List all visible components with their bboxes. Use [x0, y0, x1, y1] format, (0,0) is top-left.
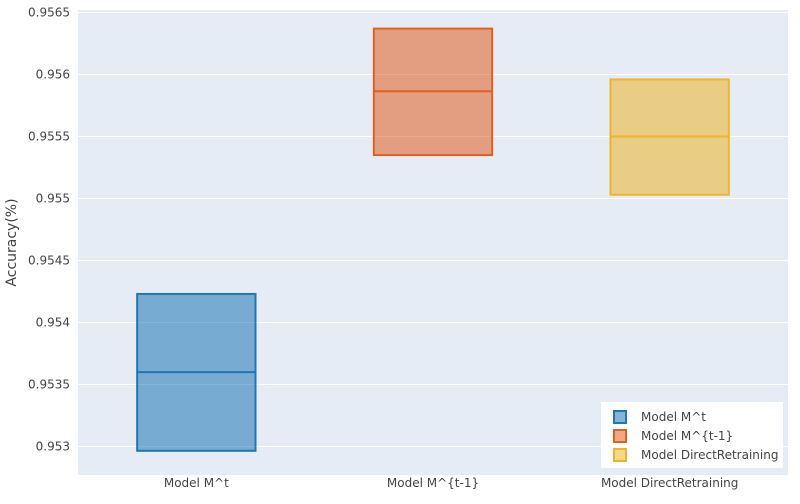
y-axis-label: Accuracy(%) [4, 198, 20, 286]
y-tick-label: 0.955 [36, 191, 70, 205]
y-tick-label: 0.953 [36, 439, 70, 453]
y-tick-label: 0.9535 [28, 377, 70, 391]
y-tick-label: 0.954 [36, 315, 70, 329]
x-tick-labels: Model M^t Model M^{t-1} Model DirectRetrai… [164, 476, 739, 490]
boxes [136, 27, 730, 452]
legend-swatch [613, 410, 627, 424]
box-group [609, 78, 730, 196]
y-tick-label: 0.9565 [28, 5, 70, 19]
legend-item-label: Model M^t [641, 410, 706, 424]
legend-item-label: Model M^{t-1} [641, 429, 733, 443]
legend-item-label: Model DirectRetraining [641, 448, 778, 462]
x-tick-label: Model M^{t-1} [387, 476, 479, 490]
x-tick-label: Model DirectRetraining [601, 476, 738, 490]
legend-background [601, 402, 783, 468]
legend-swatch [613, 429, 627, 443]
box-group [136, 292, 257, 452]
legend-swatch [613, 448, 627, 462]
y-tick-label: 0.9545 [28, 253, 70, 267]
y-tick-labels: 0.953 0.9535 0.954 0.9545 0.955 0.9555 0.956 0.… [28, 5, 70, 453]
y-tick-label: 0.956 [36, 67, 70, 81]
box-group [372, 27, 494, 157]
x-tick-label: Model M^t [164, 476, 229, 490]
legend[interactable]: Model M^t Model M^{t-1} Model DirectRetrai… [601, 402, 783, 468]
y-tick-label: 0.9555 [28, 129, 70, 143]
